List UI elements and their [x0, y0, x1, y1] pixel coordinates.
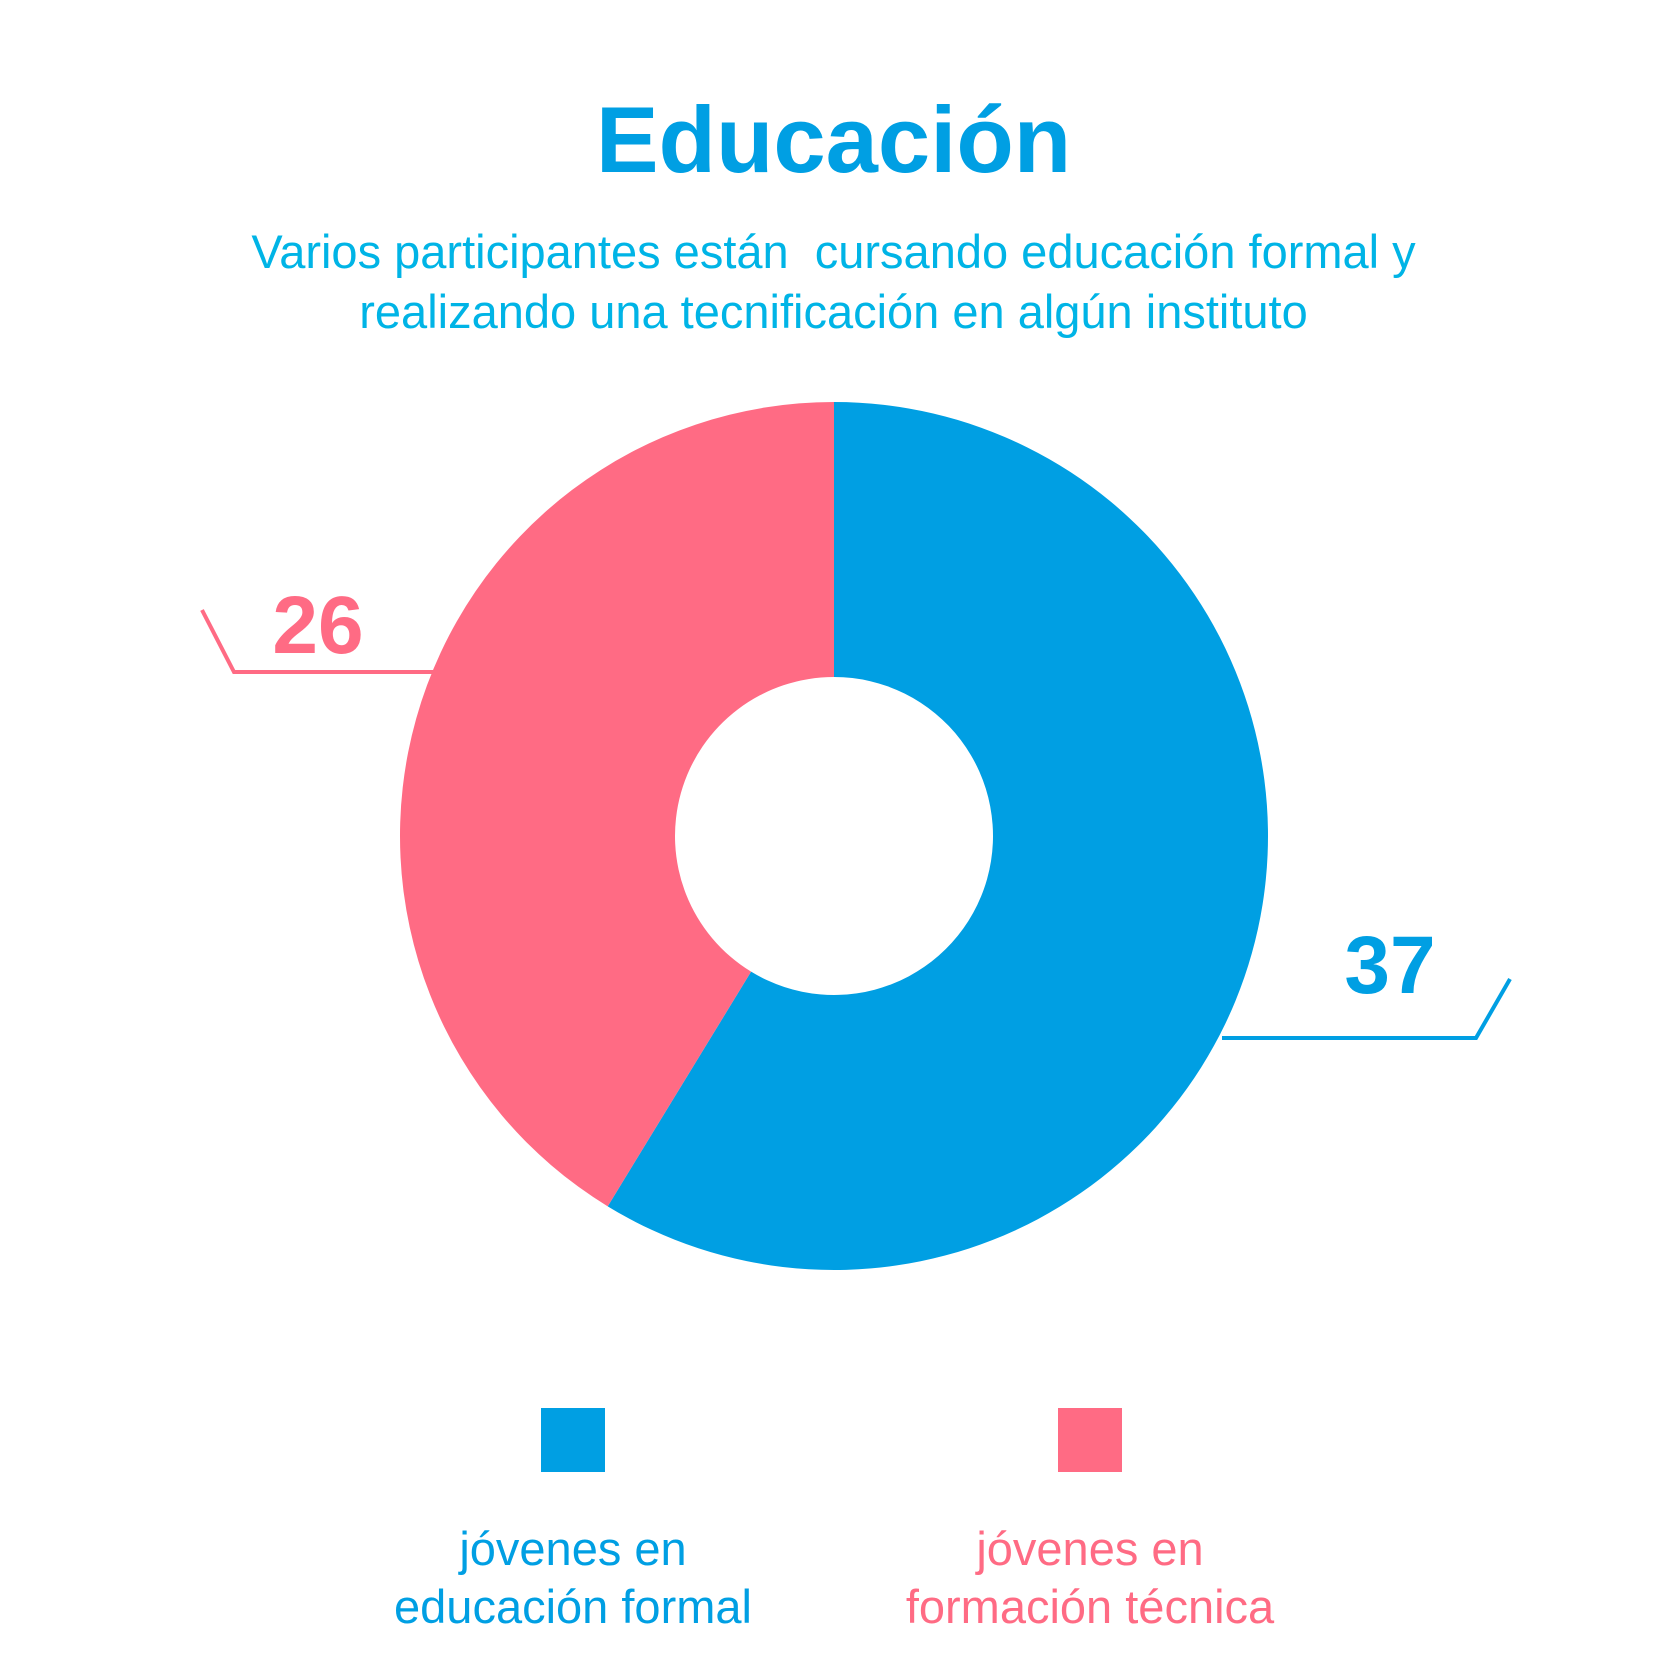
legend-label-line: educación formal	[394, 1580, 752, 1633]
subtitle-line-1: Varios participantes están cursando educ…	[251, 225, 1416, 278]
legend-label-line: jóvenes en	[459, 1522, 687, 1575]
chart-subtitle: Varios participantes están cursando educ…	[0, 222, 1667, 342]
data-label-1: 26	[272, 580, 363, 671]
chart-title: Educación	[595, 87, 1072, 192]
data-label-0: 37	[1344, 920, 1435, 1011]
legend-label-line: jóvenes en	[976, 1522, 1204, 1575]
donut-slice-0	[607, 402, 1268, 1270]
legend-item-educacion-formal: jóvenes en educación formal	[363, 1408, 783, 1636]
leader-line-1	[200, 609, 437, 674]
legend-label-formacion-tecnica: jóvenes en formación técnica	[880, 1520, 1300, 1636]
donut-slice-1	[400, 402, 834, 1207]
leader-line-0	[1222, 978, 1512, 1040]
legend-item-formacion-tecnica: jóvenes en formación técnica	[880, 1408, 1300, 1636]
legend-label-educacion-formal: jóvenes en educación formal	[363, 1520, 783, 1636]
legend-swatch-educacion-formal	[541, 1408, 605, 1472]
legend-label-line: formación técnica	[905, 1580, 1275, 1633]
subtitle-line-2: realizando una tecnificación en algún in…	[359, 285, 1308, 338]
legend-swatch-formacion-tecnica	[1058, 1408, 1122, 1472]
